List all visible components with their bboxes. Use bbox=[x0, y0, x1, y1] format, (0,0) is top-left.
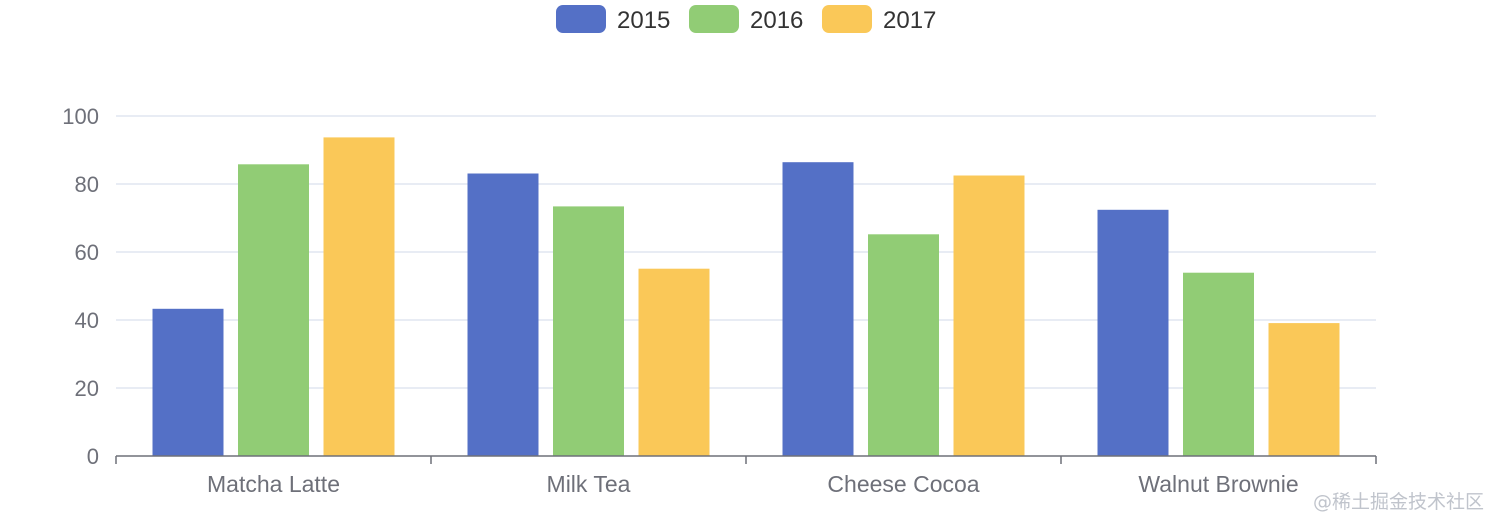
y-tick-label-40: 40 bbox=[75, 308, 99, 333]
x-tick-label-cheese-cocoa: Cheese Cocoa bbox=[827, 471, 979, 497]
legend-label-2016: 2016 bbox=[750, 7, 803, 34]
legend-swatch-2017 bbox=[822, 5, 872, 33]
bar-2015-matcha-latte[interactable] bbox=[152, 308, 224, 456]
y-tick-label-80: 80 bbox=[75, 172, 99, 197]
bar-2016-cheese-cocoa[interactable] bbox=[868, 234, 939, 456]
bar-2015-milk-tea[interactable] bbox=[467, 173, 539, 457]
bar-2017-cheese-cocoa[interactable] bbox=[953, 175, 1025, 457]
legend-label-2017: 2017 bbox=[883, 7, 936, 34]
legend-item-2017[interactable]: 2017 bbox=[822, 5, 936, 34]
bar-2015-cheese-cocoa[interactable] bbox=[782, 162, 854, 456]
y-tick-label-20: 20 bbox=[75, 376, 99, 401]
chart-legend[interactable]: 2015 2016 2017 bbox=[556, 5, 936, 34]
bar-2017-milk-tea[interactable] bbox=[638, 268, 710, 456]
y-tick-label-100: 100 bbox=[62, 104, 99, 129]
legend-label-2015: 2015 bbox=[617, 7, 670, 34]
bar-2017-matcha-latte[interactable] bbox=[323, 137, 395, 456]
y-tick-label-0: 0 bbox=[87, 444, 99, 469]
bars bbox=[152, 137, 1340, 457]
x-tick-label-walnut-brownie: Walnut Brownie bbox=[1138, 471, 1298, 497]
legend-swatch-2016 bbox=[689, 5, 739, 33]
bar-2016-milk-tea[interactable] bbox=[553, 206, 624, 456]
bar-2017-walnut-brownie[interactable] bbox=[1268, 323, 1340, 456]
bar-2016-walnut-brownie[interactable] bbox=[1183, 272, 1254, 456]
bar-2015-walnut-brownie[interactable] bbox=[1097, 209, 1169, 456]
legend-item-2016[interactable]: 2016 bbox=[689, 5, 803, 34]
watermark-text: @稀土掘金技术社区 bbox=[1312, 491, 1484, 513]
y-tick-label-60: 60 bbox=[75, 240, 99, 265]
bar-2016-matcha-latte[interactable] bbox=[238, 164, 309, 457]
legend-swatch-2015 bbox=[556, 5, 606, 33]
x-axis: Matcha Latte Milk Tea Cheese Cocoa Walnut B… bbox=[115, 455, 1377, 497]
legend-item-2015[interactable]: 2015 bbox=[556, 5, 670, 34]
x-tick-label-milk-tea: Milk Tea bbox=[547, 471, 631, 497]
x-tick-label-matcha-latte: Matcha Latte bbox=[207, 471, 340, 497]
y-axis: 0 20 40 60 80 100 bbox=[62, 104, 99, 469]
